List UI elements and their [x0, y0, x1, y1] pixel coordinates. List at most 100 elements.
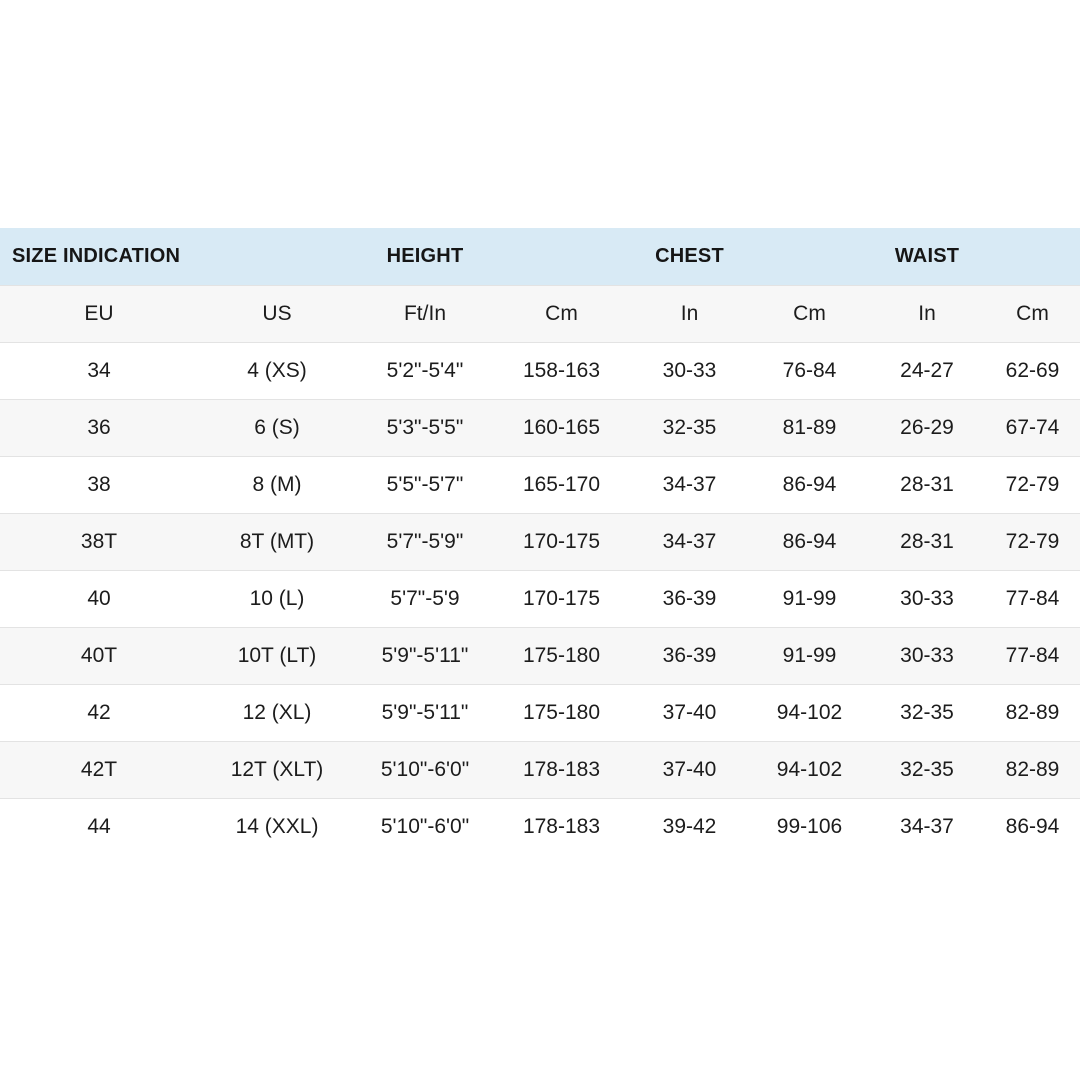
size-cell: 72-79: [985, 455, 1080, 513]
size-cell: 94-102: [750, 740, 869, 798]
size-cell: 34-37: [629, 512, 750, 570]
size-cell: 94-102: [750, 683, 869, 741]
size-cell: 82-89: [985, 683, 1080, 741]
group-header-waist: WAIST: [869, 228, 985, 285]
column-header-cm-7: Cm: [985, 284, 1080, 342]
size-cell: 76-84: [750, 341, 869, 399]
size-cell: 28-31: [869, 455, 985, 513]
size-cell: 28-31: [869, 512, 985, 570]
size-cell: 82-89: [985, 740, 1080, 798]
column-header-in-4: In: [629, 284, 750, 342]
column-header-ftin-2: Ft/In: [356, 284, 494, 342]
column-header-cm-5: Cm: [750, 284, 869, 342]
size-cell: 5'3"-5'5": [356, 398, 494, 456]
size-cell: 30-33: [869, 569, 985, 627]
size-cell: 6 (S): [198, 398, 356, 456]
size-cell: 5'7"-5'9: [356, 569, 494, 627]
size-cell: 67-74: [985, 398, 1080, 456]
size-cell: 10 (L): [198, 569, 356, 627]
size-cell: 86-94: [750, 455, 869, 513]
size-cell: 36-39: [629, 569, 750, 627]
size-cell: 36: [0, 398, 198, 456]
size-cell: 30-33: [869, 626, 985, 684]
size-cell: 8 (M): [198, 455, 356, 513]
size-chart-body: 34 4 (XS) 5'2"-5'4" 158-163 30-33 76-84 24-27 6…: [0, 341, 1080, 855]
group-header-spacer: [494, 228, 629, 285]
size-cell: 81-89: [750, 398, 869, 456]
size-cell: 39-42: [629, 797, 750, 855]
size-cell: 165-170: [494, 455, 629, 513]
size-cell: 5'2"-5'4": [356, 341, 494, 399]
size-cell: 36-39: [629, 626, 750, 684]
size-cell: 99-106: [750, 797, 869, 855]
size-cell: 175-180: [494, 683, 629, 741]
size-cell: 38: [0, 455, 198, 513]
size-cell: 86-94: [985, 797, 1080, 855]
size-cell: 77-84: [985, 569, 1080, 627]
size-cell: 62-69: [985, 341, 1080, 399]
size-cell: 5'5"-5'7": [356, 455, 494, 513]
size-cell: 10T (LT): [198, 626, 356, 684]
size-cell: 26-29: [869, 398, 985, 456]
size-cell: 72-79: [985, 512, 1080, 570]
size-cell: 32-35: [869, 740, 985, 798]
size-cell: 24-27: [869, 341, 985, 399]
size-cell: 5'7"-5'9": [356, 512, 494, 570]
group-header-size-indication: SIZE INDICATION: [0, 228, 356, 285]
size-cell: 5'10"-6'0": [356, 740, 494, 798]
column-header-cm-3: Cm: [494, 284, 629, 342]
group-header-height: HEIGHT: [356, 228, 494, 285]
size-cell: 178-183: [494, 740, 629, 798]
size-cell: 175-180: [494, 626, 629, 684]
size-cell: 178-183: [494, 797, 629, 855]
size-cell: 91-99: [750, 569, 869, 627]
size-cell: 34-37: [629, 455, 750, 513]
size-cell: 8T (MT): [198, 512, 356, 570]
size-row-36: 36 6 (S) 5'3"-5'5" 160-165 32-35 81-89 26-29 67…: [0, 398, 1080, 456]
column-header-eu-0: EU: [0, 284, 198, 342]
size-row-44: 44 14 (XXL) 5'10"-6'0" 178-183 39-42 99-106 34…: [0, 797, 1080, 855]
size-cell: 170-175: [494, 512, 629, 570]
size-cell: 14 (XXL): [198, 797, 356, 855]
size-row-40: 40 10 (L) 5'7"-5'9 170-175 36-39 91-99 30-33 77…: [0, 569, 1080, 627]
size-cell: 40T: [0, 626, 198, 684]
group-header-spacer: [985, 228, 1080, 285]
size-cell: 34-37: [869, 797, 985, 855]
size-cell: 38T: [0, 512, 198, 570]
size-cell: 40: [0, 569, 198, 627]
group-header-spacer: [750, 228, 869, 285]
size-row-40t: 40T 10T (LT) 5'9"-5'11" 175-180 36-39 91-99 30…: [0, 626, 1080, 684]
group-header-chest: CHEST: [629, 228, 750, 285]
size-cell: 4 (XS): [198, 341, 356, 399]
size-row-42: 42 12 (XL) 5'9"-5'11" 175-180 37-40 94-102 32-…: [0, 683, 1080, 741]
column-header-row: EU US Ft/In Cm In Cm In Cm: [0, 284, 1080, 342]
size-cell: 37-40: [629, 740, 750, 798]
size-row-38: 38 8 (M) 5'5"-5'7" 165-170 34-37 86-94 28-31 72…: [0, 455, 1080, 513]
group-header-row: SIZE INDICATION HEIGHT CHEST WAIST: [0, 228, 1080, 285]
size-cell: 12T (XLT): [198, 740, 356, 798]
size-cell: 32-35: [629, 398, 750, 456]
size-cell: 160-165: [494, 398, 629, 456]
size-cell: 34: [0, 341, 198, 399]
column-header-us-1: US: [198, 284, 356, 342]
size-row-38t: 38T 8T (MT) 5'7"-5'9" 170-175 34-37 86-94 28-3…: [0, 512, 1080, 570]
size-cell: 44: [0, 797, 198, 855]
size-cell: 5'10"-6'0": [356, 797, 494, 855]
size-cell: 42T: [0, 740, 198, 798]
size-cell: 5'9"-5'11": [356, 683, 494, 741]
size-cell: 5'9"-5'11": [356, 626, 494, 684]
size-row-34: 34 4 (XS) 5'2"-5'4" 158-163 30-33 76-84 24-27 6…: [0, 341, 1080, 399]
size-cell: 77-84: [985, 626, 1080, 684]
size-cell: 32-35: [869, 683, 985, 741]
size-cell: 37-40: [629, 683, 750, 741]
column-header-in-6: In: [869, 284, 985, 342]
size-row-42t: 42T 12T (XLT) 5'10"-6'0" 178-183 37-40 94-102…: [0, 740, 1080, 798]
size-cell: 170-175: [494, 569, 629, 627]
size-chart-table: SIZE INDICATION HEIGHT CHEST WAIST EU US F…: [0, 228, 1080, 855]
size-cell: 30-33: [629, 341, 750, 399]
size-cell: 91-99: [750, 626, 869, 684]
size-cell: 12 (XL): [198, 683, 356, 741]
size-cell: 86-94: [750, 512, 869, 570]
size-cell: 158-163: [494, 341, 629, 399]
